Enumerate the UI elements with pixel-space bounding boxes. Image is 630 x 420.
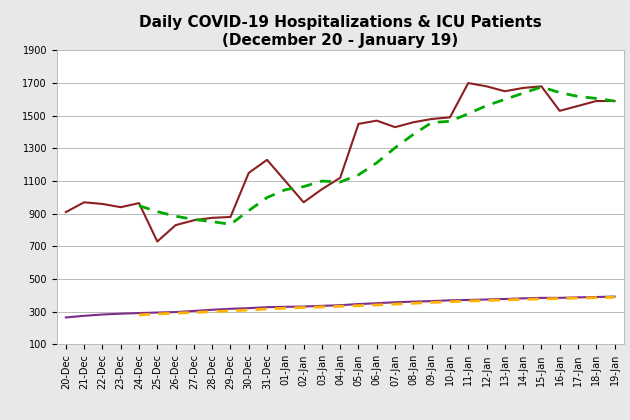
Title: Daily COVID-19 Hospitalizations & ICU Patients
(December 20 - January 19): Daily COVID-19 Hospitalizations & ICU Pa…	[139, 16, 542, 48]
